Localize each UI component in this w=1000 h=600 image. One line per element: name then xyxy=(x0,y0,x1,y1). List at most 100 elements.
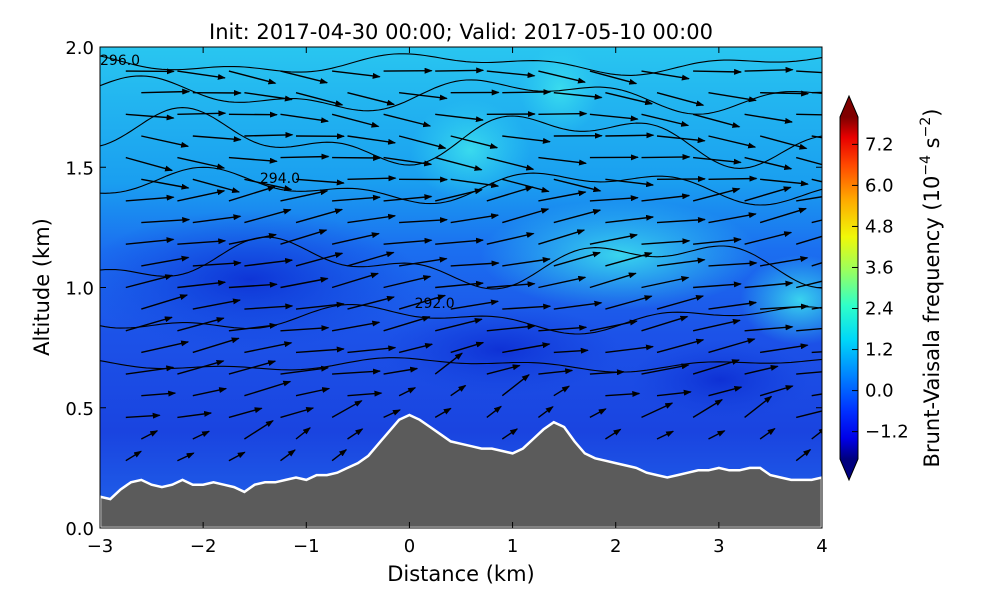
colorbar-label-exponent: −2 xyxy=(918,117,934,138)
wind-vector xyxy=(605,92,654,106)
wind-vector xyxy=(486,186,534,202)
wind-vector xyxy=(589,70,638,85)
wind-vector xyxy=(434,352,463,375)
wind-vector xyxy=(141,294,189,310)
wind-vector xyxy=(435,156,483,171)
colorbar-label-end: ) xyxy=(920,109,944,117)
wind-vector xyxy=(280,276,329,289)
wind-vector xyxy=(331,320,381,332)
contour-line xyxy=(100,357,822,373)
wind-vector xyxy=(244,208,292,224)
wind-vector xyxy=(295,301,345,310)
y-tick-label: 0.0 xyxy=(65,519,94,540)
wind-vector xyxy=(295,387,331,397)
wind-vector xyxy=(589,195,639,202)
wind-vector xyxy=(589,233,638,245)
wind-vector xyxy=(538,229,586,245)
wind-vector xyxy=(125,237,175,245)
x-tick-label: 4 xyxy=(816,536,827,557)
wind-vector xyxy=(759,428,776,440)
wind-vector xyxy=(501,428,519,440)
wind-vector xyxy=(347,390,383,397)
wind-vector xyxy=(811,91,822,94)
colorbar-tick-label: 7.2 xyxy=(865,134,894,155)
colorbar-tick-label: 4.8 xyxy=(865,216,894,237)
wind-vector xyxy=(331,449,348,462)
wind-vector xyxy=(177,156,226,170)
wind-vector xyxy=(605,428,622,440)
wind-vector xyxy=(553,251,601,267)
wind-vector xyxy=(332,368,381,375)
wind-vector xyxy=(141,390,177,397)
wind-vector xyxy=(125,156,174,172)
wind-vector xyxy=(177,279,227,289)
wind-vector xyxy=(553,178,602,193)
wind-vector xyxy=(811,427,822,440)
wind-vector xyxy=(141,255,190,267)
wind-vector xyxy=(244,380,292,397)
wind-vector xyxy=(744,186,792,202)
wind-vector xyxy=(177,70,226,80)
wind-vector xyxy=(383,113,432,128)
wind-vector xyxy=(141,178,190,190)
wind-vector xyxy=(450,178,500,189)
plot-area: 296.0 294.0 292.0 xyxy=(100,47,822,528)
x-axis-label: Distance (km) xyxy=(387,562,535,586)
wind-vector xyxy=(692,359,740,375)
wind-vector xyxy=(589,319,638,332)
wind-vector xyxy=(331,232,380,245)
wind-vector xyxy=(295,427,311,440)
wind-vector xyxy=(434,407,452,419)
wind-vector xyxy=(398,387,417,397)
wind-vector xyxy=(486,405,502,418)
wind-vector xyxy=(759,135,808,150)
wind-vector xyxy=(641,238,691,245)
wind-vector xyxy=(140,430,159,440)
wind-vector xyxy=(280,153,330,160)
wind-vector xyxy=(744,231,793,245)
wind-vector xyxy=(280,365,330,375)
wind-vector xyxy=(125,450,142,462)
colorbar-tick-label: −1.2 xyxy=(865,422,909,443)
wind-vector xyxy=(641,402,674,419)
colorbar-label: Brunt-Vaisala frequency (10−4 s−2) xyxy=(918,109,944,468)
wind-vector xyxy=(759,256,809,267)
field-bright-patch xyxy=(740,255,822,345)
wind-vector xyxy=(796,196,822,202)
terrain-fill xyxy=(100,413,822,528)
wind-vector xyxy=(656,338,705,354)
wind-vector xyxy=(708,92,757,103)
x-tick-label: 2 xyxy=(610,536,621,557)
contour-line xyxy=(100,304,822,335)
contour-line xyxy=(100,75,822,115)
x-tick-label: −1 xyxy=(293,536,320,557)
contour-lines xyxy=(100,53,822,373)
wind-vector xyxy=(435,317,483,332)
wind-vector xyxy=(693,281,742,289)
wind-vector xyxy=(331,400,363,419)
wind-vector xyxy=(502,89,552,96)
wind-vector xyxy=(760,303,809,310)
wind-vector xyxy=(502,178,550,193)
wind-vector xyxy=(708,175,758,182)
wind-vector xyxy=(796,156,822,166)
wind-vector xyxy=(125,365,175,375)
wind-vector xyxy=(605,132,655,139)
wind-vector xyxy=(744,395,773,418)
wind-vector xyxy=(228,451,246,462)
wind-vector xyxy=(280,189,329,202)
wind-vector xyxy=(141,88,191,95)
wind-vector xyxy=(486,232,535,245)
wind-vector xyxy=(228,407,263,419)
wind-vector xyxy=(192,337,240,354)
wind-vector xyxy=(708,212,757,224)
wind-vector xyxy=(708,135,757,149)
wind-vector xyxy=(192,387,228,397)
field-dark-patch xyxy=(380,305,620,395)
wind-vector xyxy=(656,257,706,267)
wind-vector xyxy=(744,113,793,124)
wind-vector xyxy=(796,407,822,419)
wind-vector xyxy=(811,178,822,183)
wind-vector xyxy=(501,374,530,397)
